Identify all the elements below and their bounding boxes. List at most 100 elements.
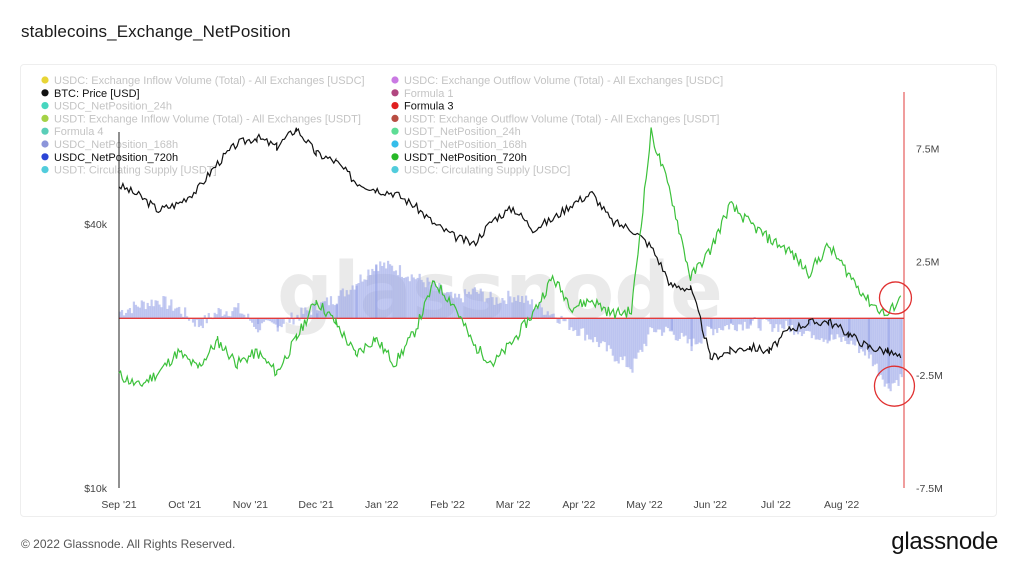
legend-item-2[interactable]: BTC: Price [USD] <box>54 88 140 100</box>
legend-item-15[interactable]: USDC: Circulating Supply [USDC] <box>404 165 570 177</box>
usdc-bar <box>249 318 252 321</box>
usdc-bar <box>818 318 821 341</box>
usdc-bar <box>601 318 605 342</box>
usdc-bar <box>166 308 169 319</box>
usdc-bar <box>526 300 530 319</box>
usdc-bar <box>314 302 317 319</box>
usdc-bar <box>779 318 782 325</box>
glassnode-logo[interactable]: glassnode <box>891 528 998 555</box>
usdc-bar <box>722 318 725 331</box>
right-axis-ticks: 7.5M 2.5M -2.5M -7.5M <box>916 144 943 495</box>
legend-item-8[interactable]: Formula 4 <box>54 126 104 138</box>
left-axis-ticks: $10k $40k <box>84 219 108 495</box>
x-tick-label: Mar '22 <box>496 499 531 511</box>
legend-item-7[interactable]: USDT: Exchange Outflow Volume (Total) - … <box>404 113 719 125</box>
legend-item-4[interactable]: USDC_NetPosition_24h <box>54 101 172 113</box>
usdc-bar <box>787 318 790 326</box>
usdc-bar <box>233 307 236 319</box>
usdc-bar <box>156 300 159 319</box>
usdc-bar <box>775 318 778 325</box>
usdc-bar <box>861 318 865 352</box>
usdc-bar <box>834 318 837 340</box>
usdc-bar <box>408 281 411 319</box>
usdc-bar <box>270 318 273 323</box>
usdc-bar <box>365 279 368 319</box>
legend-item-9[interactable]: USDT_NetPosition_24h <box>404 126 521 138</box>
legend-marker <box>41 127 49 135</box>
usdc-bar <box>191 318 195 323</box>
usdc-bar <box>298 318 301 321</box>
x-tick-label: Oct '21 <box>168 499 201 511</box>
usdc-bar <box>136 306 139 319</box>
usdc-bar <box>637 318 640 353</box>
usdc-bar <box>473 287 476 319</box>
usdc-bar <box>197 318 201 328</box>
usdc-bar <box>225 311 228 319</box>
legend-marker <box>391 166 399 174</box>
usdc-bar <box>812 318 815 336</box>
y-right-tick-label: 2.5M <box>916 257 939 269</box>
usdc-bar <box>436 288 439 319</box>
usdc-bar <box>611 318 614 356</box>
legend: USDC: Exchange Inflow Volume (Total) - A… <box>41 75 723 177</box>
usdc-bar <box>347 294 350 319</box>
legend-item-0[interactable]: USDC: Exchange Inflow Volume (Total) - A… <box>54 75 365 87</box>
usdc-bar <box>605 318 608 352</box>
legend-item-11[interactable]: USDT_NetPosition_168h <box>404 139 527 151</box>
usdc-bar <box>891 318 894 384</box>
usdc-bar <box>258 318 262 331</box>
legend-item-12[interactable]: USDC_NetPosition_720h <box>54 152 178 164</box>
usdc-bar <box>142 301 145 319</box>
usdc-bar <box>128 308 132 319</box>
usdc-bar <box>777 318 780 332</box>
usdc-bar <box>678 318 681 339</box>
usdc-bar <box>690 318 693 352</box>
usdc-bar <box>146 302 149 319</box>
usdc-bar <box>438 282 441 319</box>
usdc-bar <box>272 318 275 324</box>
legend-item-10[interactable]: USDC_NetPosition_168h <box>54 139 178 151</box>
usdc-bar <box>623 318 626 357</box>
usdc-bar <box>186 316 189 319</box>
usdc-bar <box>572 318 575 332</box>
usdc-bar <box>229 316 232 319</box>
usdc-bar <box>708 318 711 327</box>
usdc-bar <box>491 297 494 319</box>
legend-item-6[interactable]: USDT: Exchange Inflow Volume (Total) - A… <box>54 113 361 125</box>
x-tick-label: Dec '21 <box>298 499 333 511</box>
usdc-bar <box>377 271 380 319</box>
legend-item-13[interactable]: USDT_NetPosition_720h <box>404 152 527 164</box>
usdc-bar <box>398 265 402 319</box>
usdc-bar <box>428 281 431 319</box>
usdc-bar <box>300 307 303 319</box>
usdc-bar <box>355 285 358 319</box>
usdc-bar <box>174 308 177 319</box>
usdc-bar <box>686 318 689 344</box>
usdc-bar <box>627 318 630 368</box>
usdc-bar <box>339 290 342 319</box>
usdc-bar <box>733 318 737 331</box>
legend-item-3[interactable]: Formula 1 <box>404 88 454 100</box>
usdc-bar <box>568 318 571 330</box>
usdc-bar <box>361 281 364 319</box>
usdc-bar <box>869 318 873 355</box>
usdc-bar <box>757 318 760 329</box>
usdc-bar <box>593 318 597 338</box>
usdc-bar <box>558 318 561 324</box>
legend-marker <box>391 102 399 110</box>
x-tick-label: Sep '21 <box>101 499 136 511</box>
usdc-bar <box>337 295 340 319</box>
usdc-bar <box>308 311 311 319</box>
usdc-bar <box>199 318 202 326</box>
usdc-bar <box>251 318 254 323</box>
usdc-bar <box>422 282 425 319</box>
usdc-bar <box>725 318 729 326</box>
legend-marker <box>41 153 49 161</box>
legend-item-14[interactable]: USDT: Circulating Supply [USDT] <box>54 165 217 177</box>
usdc-bar <box>680 318 683 333</box>
legend-item-1[interactable]: USDC: Exchange Outflow Volume (Total) - … <box>404 75 723 87</box>
usdc-bar <box>400 276 404 319</box>
y-right-tick-label: 7.5M <box>916 144 939 156</box>
legend-item-5[interactable]: Formula 3 <box>404 101 454 113</box>
usdc-bar <box>544 314 547 319</box>
